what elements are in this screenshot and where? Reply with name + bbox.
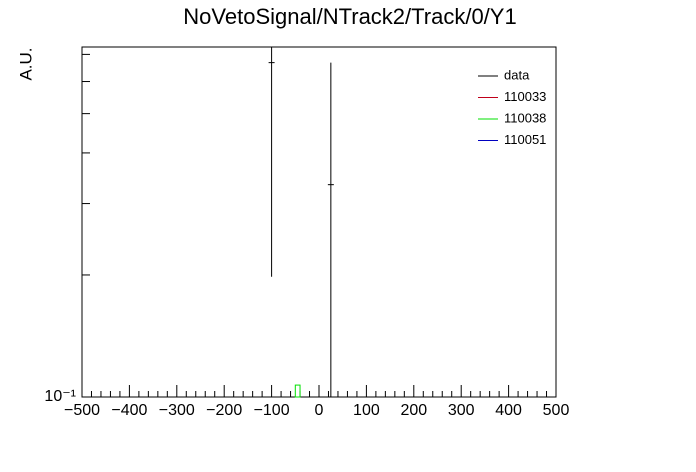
x-tick-label: 0 [315, 402, 324, 419]
y-axis-label: A.U. [16, 47, 35, 80]
x-tick-label: −500 [64, 402, 100, 419]
y-tick-label: 10⁻¹ [44, 388, 76, 405]
x-tick-label: 100 [353, 402, 380, 419]
x-tick-label: −400 [111, 402, 147, 419]
legend-label: 110038 [504, 110, 546, 125]
hist-bar [294, 384, 301, 398]
x-tick-label: −200 [206, 402, 242, 419]
x-tick-label: −300 [159, 402, 195, 419]
plot-frame [81, 46, 557, 398]
x-tick-label: 400 [495, 402, 522, 419]
legend-label: 110033 [504, 89, 546, 104]
x-tick-label: 200 [400, 402, 427, 419]
chart-title: NoVetoSignal/NTrack2/Track/0/Y1 [183, 4, 516, 29]
x-tick-label: −100 [254, 402, 290, 419]
x-tick-label: 500 [543, 402, 570, 419]
legend-label: data [504, 67, 530, 82]
x-tick-label: 300 [448, 402, 475, 419]
legend-label: 110051 [504, 132, 546, 147]
